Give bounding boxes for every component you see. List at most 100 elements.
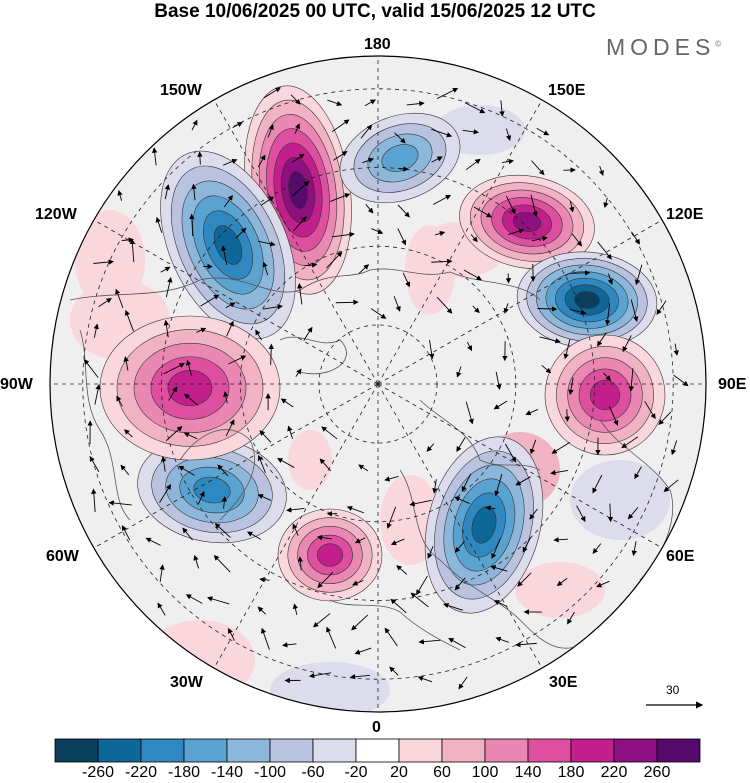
- wind-vector: [569, 308, 587, 315]
- colorbar-tick-label: -180: [167, 764, 201, 781]
- wind-vector: [631, 541, 637, 557]
- colorbar-tick-label: -220: [124, 764, 158, 781]
- wind-vector: [434, 230, 446, 237]
- wind-vector: [536, 127, 550, 136]
- wind-vector: [185, 359, 192, 376]
- wind-vector: [262, 261, 269, 276]
- wind-vector: [191, 183, 197, 201]
- wind-vector: [597, 332, 607, 347]
- wind-vector: [317, 571, 334, 589]
- wind-vector: [673, 374, 689, 387]
- wind-vector: [235, 227, 247, 239]
- brand-logo: MODES©: [606, 34, 721, 61]
- wind-vector: [454, 496, 470, 504]
- colorbar-swatch: [97, 738, 142, 763]
- wind-vector: [505, 273, 512, 284]
- colorbar-swatch: [613, 738, 658, 763]
- wind-vector: [539, 336, 561, 344]
- colorbar-swatch: [398, 738, 443, 763]
- wind-vector: [568, 377, 574, 396]
- wind-vector: [517, 572, 532, 587]
- wind-vector: [458, 676, 468, 690]
- wind-vector: [267, 124, 274, 138]
- wind-vector: [191, 119, 198, 131]
- wind-vector: [145, 537, 161, 546]
- anomaly-contour: [574, 291, 600, 309]
- wind-vector: [346, 505, 365, 514]
- wind-vector: [472, 305, 480, 314]
- colorbar-tick-label: 20: [390, 764, 408, 781]
- colorbar-swatch: [484, 738, 529, 763]
- label-180: 180: [364, 36, 391, 53]
- wind-vector: [257, 154, 266, 168]
- wind-vector: [232, 122, 243, 129]
- wind-vector: [360, 124, 373, 139]
- wind-vector: [183, 432, 198, 440]
- wind-vector: [206, 596, 230, 605]
- wind-vector: [673, 343, 679, 356]
- wind-vector: [223, 391, 229, 404]
- colorbar-tick-label: -260: [81, 764, 115, 781]
- wind-vector: [319, 458, 332, 472]
- wind-vector: [495, 371, 502, 390]
- wind-vector: [263, 304, 283, 310]
- wind-vector: [294, 123, 300, 134]
- wind-vector: [295, 368, 302, 377]
- wind-vector: [431, 128, 453, 138]
- wind-vector: [124, 429, 133, 438]
- wind-vector: [491, 538, 501, 560]
- wind-vector: [155, 216, 163, 233]
- wind-vector: [94, 383, 101, 405]
- wind-vector: [551, 441, 571, 454]
- colorbar-swatch: [355, 738, 400, 763]
- wind-vector: [260, 627, 270, 650]
- wind-vector: [297, 556, 304, 571]
- wind-vector: [504, 443, 517, 463]
- label-0: 0: [372, 719, 381, 736]
- wind-vector: [257, 494, 272, 501]
- anomaly-minor: [405, 225, 455, 315]
- colorbar-swatch: [312, 738, 357, 763]
- wind-vector: [257, 455, 266, 474]
- wind-vector: [197, 491, 205, 505]
- wind-vector: [352, 580, 364, 586]
- wind-vector: [358, 264, 370, 274]
- wind-vector: [333, 150, 348, 161]
- wind-vector: [129, 238, 136, 263]
- colorbar-swatch: [441, 738, 486, 763]
- wind-vector: [291, 153, 305, 163]
- wind-vector: [121, 525, 131, 541]
- wind-vector: [394, 132, 406, 144]
- wind-vector: [493, 400, 508, 410]
- wind-vector: [282, 642, 297, 648]
- wind-vector: [607, 503, 614, 523]
- wind-vector: [466, 341, 472, 352]
- wind-vector: [83, 358, 99, 378]
- wind-vector: [223, 158, 238, 166]
- wind-vector: [228, 355, 247, 365]
- coastline: [399, 469, 591, 649]
- wind-vector: [515, 641, 537, 648]
- wind-vector: [365, 204, 374, 214]
- colorbar-tick-label: 180: [557, 764, 585, 781]
- wind-vector: [120, 464, 130, 476]
- wind-vector: [398, 166, 409, 172]
- wind-vector: [259, 577, 270, 583]
- wind-vector: [598, 165, 604, 176]
- label-150w: 150W: [160, 82, 202, 99]
- colorbar-tick-label: 100: [471, 764, 499, 781]
- coastline: [419, 399, 541, 471]
- wind-vector: [200, 294, 220, 307]
- wind-vector: [159, 564, 165, 582]
- wind-vector: [370, 308, 387, 319]
- wind-vector: [461, 473, 472, 492]
- wind-vector: [502, 158, 515, 165]
- colorbar-swatch: [54, 738, 99, 763]
- wind-vector: [531, 235, 548, 242]
- wind-vector: [505, 128, 512, 141]
- wind-vector: [454, 577, 466, 591]
- wind-vector: [418, 639, 441, 645]
- wind-vector: [280, 398, 294, 408]
- wind-vector: [443, 602, 464, 611]
- brand-mark: ©: [715, 39, 722, 49]
